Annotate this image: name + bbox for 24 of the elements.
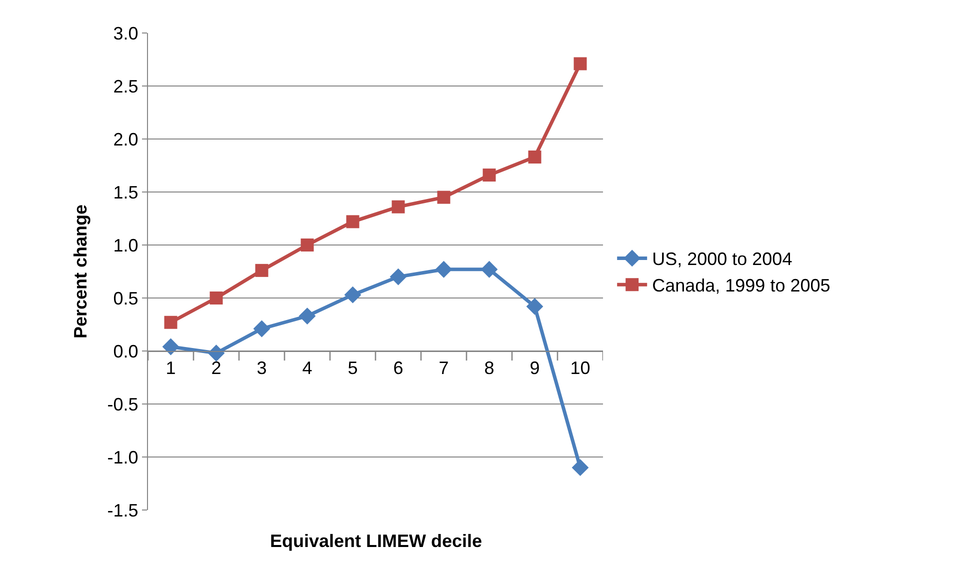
y-tick-label: 0.5 [113, 288, 138, 308]
y-tick-label: -1.5 [107, 500, 138, 520]
x-tick-label: 6 [393, 358, 404, 378]
x-tick-label: 4 [302, 358, 312, 378]
x-tick-label: 8 [484, 358, 494, 378]
y-tick-label: 3.0 [113, 23, 138, 44]
x-axis-title: Equivalent LIMEW decile [270, 531, 482, 551]
x-tick-label: 7 [438, 358, 449, 378]
x-tick-label: 2 [211, 358, 222, 378]
legend-label: US, 2000 to 2004 [652, 249, 792, 270]
x-tick-label: 3 [256, 358, 267, 378]
y-tick-label: -0.5 [107, 394, 138, 414]
y-tick-label: 1.5 [113, 182, 138, 202]
y-tick-label: 1.0 [113, 235, 138, 256]
y-tick-label: 2.5 [113, 76, 138, 96]
y-tick-label: 2.0 [113, 129, 138, 150]
x-tick-label: 10 [570, 358, 590, 378]
legend-label: Canada, 1999 to 2005 [652, 276, 830, 296]
y-tick-label: -1.0 [107, 447, 138, 468]
x-tick-label: 1 [166, 358, 176, 378]
y-tick-label: 0.0 [113, 341, 138, 362]
y-axis-title: Percent change [70, 204, 90, 339]
x-tick-label: 5 [348, 358, 358, 378]
x-tick-label: 9 [530, 358, 540, 378]
